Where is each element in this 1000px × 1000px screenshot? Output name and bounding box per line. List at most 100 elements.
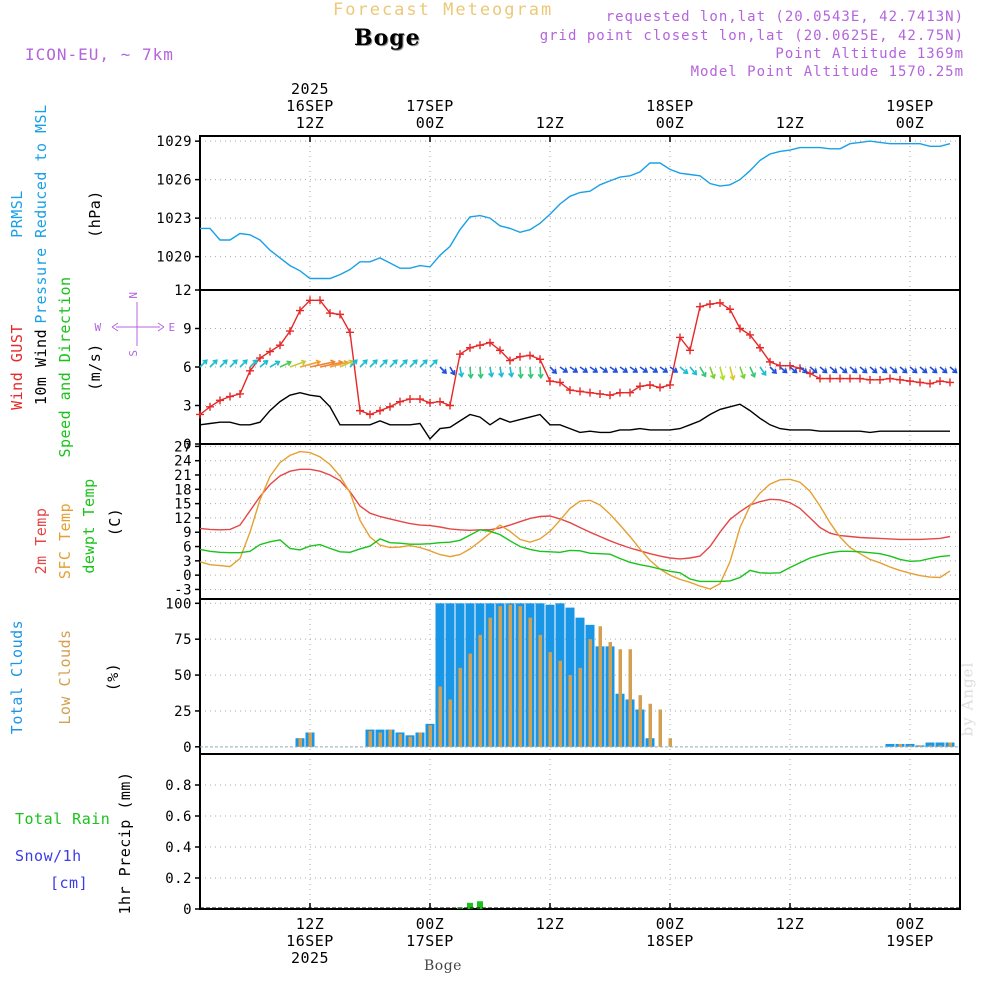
gust-marker [296, 306, 304, 315]
wind-arrow [527, 366, 534, 380]
rain-label: Total Rain [15, 810, 110, 828]
wind-arrow [477, 366, 484, 380]
10m-wind-line [199, 391, 950, 441]
gust-marker [726, 305, 734, 314]
wind-arrow [229, 359, 238, 368]
compass-arrows-icon [111, 302, 165, 346]
low-cloud-bar [598, 626, 602, 747]
bottom-time-label: 12Z [296, 915, 325, 933]
gust-marker [516, 352, 524, 361]
bottom-time-label: 18SEP [646, 932, 694, 950]
wind-arrow [629, 366, 639, 373]
y-tick-label: 18 [174, 482, 192, 498]
pressure-label-title: PRMSL [8, 190, 26, 238]
wind-arrow [349, 359, 358, 368]
gust-marker [906, 377, 914, 386]
low-cloud-bar [578, 667, 582, 747]
wind-arrow [669, 366, 679, 373]
y-tick-label: 24 [174, 454, 192, 470]
gust-marker [436, 397, 444, 406]
wind-arrow [849, 366, 858, 374]
gust-marker [396, 397, 404, 406]
precip-unit: 1hr Precip (mm) [116, 772, 134, 915]
gust-marker [216, 396, 224, 405]
wind-arrow [467, 366, 474, 380]
wind-arrow [609, 366, 619, 373]
wind-arrow [559, 366, 569, 373]
temp2m-label: 2m Temp [32, 508, 50, 575]
wind-arrow [419, 359, 428, 368]
gust-marker [816, 374, 824, 383]
gust-marker [206, 402, 214, 411]
low-cloud-bar [438, 686, 442, 747]
wind-arrow [779, 366, 788, 374]
y-tick-label: 12 [174, 283, 192, 299]
wind-arrow [879, 366, 888, 374]
top-time-label: 00Z [896, 114, 925, 132]
low-cloud-bar [498, 606, 502, 747]
prmsl-line [200, 140, 951, 280]
y-tick-label: 0.2 [165, 871, 192, 887]
gust-marker [406, 395, 414, 404]
top-time-label: 00Z [656, 114, 685, 132]
gust-marker [606, 391, 614, 400]
low-cloud-bar [418, 732, 422, 747]
dewpt-temp-line [199, 529, 951, 583]
snow-unit-label: [cm] [50, 874, 88, 892]
panel-4: 0 0.2 0.4 0.6 0.8 [165, 753, 961, 918]
y-tick-label: 21 [174, 468, 192, 484]
gust-marker [636, 382, 644, 391]
y-tick-label: 50 [174, 668, 192, 684]
gust-marker [746, 330, 754, 339]
gust-marker [486, 338, 494, 347]
gust-marker [766, 357, 774, 366]
gust-marker [556, 378, 564, 387]
wind-arrow [689, 366, 698, 376]
bottom-time-label: 12Z [776, 915, 805, 933]
wind-arrow [599, 366, 609, 373]
wind-arrow [859, 366, 868, 374]
wind-arrow [369, 359, 378, 368]
wind-arrow [939, 366, 948, 374]
wind-arrow [829, 366, 838, 374]
wind-arrow [749, 366, 757, 378]
wind-arrow [659, 366, 669, 373]
low-cloud-bar [488, 617, 492, 747]
gust-marker [836, 374, 844, 383]
y-tick-label: 0 [183, 437, 192, 453]
gust-marker [776, 361, 784, 370]
wind-arrow [619, 366, 629, 373]
wind-arrow [279, 360, 292, 368]
wind-arrow [209, 359, 218, 368]
low-cloud-bar [538, 634, 542, 747]
wind-arrow [439, 366, 447, 374]
low-cloud-bar [478, 634, 482, 747]
wind-arrow [869, 366, 878, 374]
y-tick-label: 3 [183, 554, 192, 570]
gust-marker [426, 398, 434, 407]
low-cloud-bar [638, 695, 642, 747]
gust-marker [676, 333, 684, 342]
gust-marker [476, 341, 484, 350]
wind-unit: (m/s) [86, 343, 104, 391]
gust-marker [306, 296, 314, 305]
gust-marker [276, 341, 284, 350]
wind-label: 10m Wind [32, 329, 50, 405]
gust-marker [846, 374, 854, 383]
wind-arrow [729, 366, 736, 381]
pressure-label: Pressure Reduced to MSL [32, 104, 50, 323]
gust-marker [576, 387, 584, 396]
low-cloud-bar [468, 653, 472, 747]
wind-arrow [579, 366, 589, 373]
gust-marker [806, 369, 814, 378]
y-tick-label: 0 [183, 740, 192, 756]
gust-marker [356, 406, 364, 415]
total-clouds-label: Total Clouds [8, 620, 26, 734]
compass-north: N [127, 291, 140, 298]
low-cloud-bar [898, 743, 902, 747]
rain-bar [467, 902, 473, 909]
y-tick-label: 100 [165, 596, 192, 612]
low-cloud-bar [608, 642, 612, 747]
wind-arrow [589, 366, 599, 373]
